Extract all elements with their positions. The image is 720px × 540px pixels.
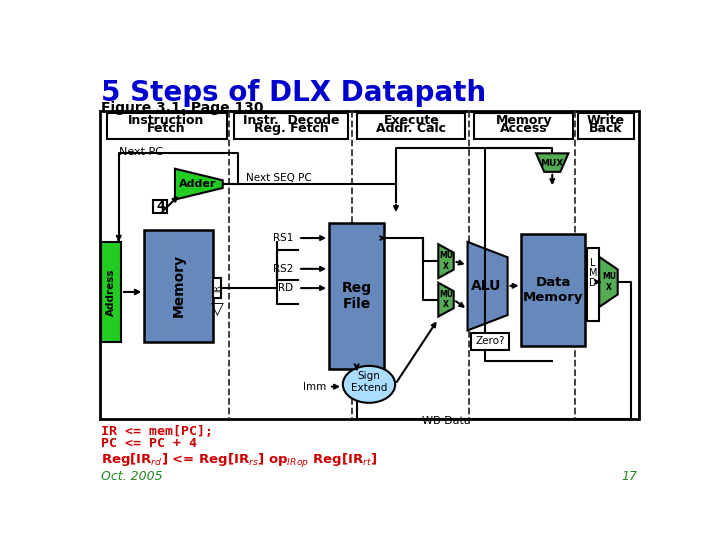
Text: L: L (590, 258, 596, 268)
Text: M: M (589, 268, 598, 278)
Text: Access: Access (500, 122, 548, 135)
Bar (578, 113, 634, 139)
Text: ▽: ▽ (211, 301, 224, 319)
Polygon shape (438, 244, 454, 278)
Text: MU
X: MU X (602, 272, 616, 292)
Bar (234, 113, 348, 139)
Text: Instr.  Decode: Instr. Decode (243, 114, 340, 127)
Bar (521, 234, 585, 346)
Bar (329, 222, 384, 369)
Text: Reg[IR$_{rd}$] <= Reg[IR$_{rs}$] op$_{IRop}$ Reg[IR$_{rt}$]: Reg[IR$_{rd}$] <= Reg[IR$_{rs}$] op$_{IR… (101, 452, 377, 470)
Text: Oct. 2005: Oct. 2005 (101, 470, 163, 483)
Bar (153, 200, 167, 213)
Text: IR: IR (213, 284, 222, 292)
Text: Reg
File: Reg File (341, 281, 372, 311)
Text: Figure 3.1, Page 130: Figure 3.1, Page 130 (101, 101, 264, 115)
Bar (474, 113, 573, 139)
Text: Memory: Memory (495, 114, 552, 127)
Polygon shape (536, 153, 568, 172)
Text: Addr. Calc: Addr. Calc (377, 122, 446, 135)
Polygon shape (175, 168, 222, 200)
Text: RS2: RS2 (273, 264, 294, 274)
Text: RD: RD (279, 283, 294, 293)
Text: Execute: Execute (384, 114, 439, 127)
Text: Sign
Extend: Sign Extend (351, 371, 387, 393)
Text: Adder: Adder (179, 179, 216, 189)
Text: Back: Back (590, 122, 623, 135)
Text: WB Data: WB Data (422, 416, 470, 426)
Text: D: D (589, 278, 597, 288)
Ellipse shape (343, 366, 395, 403)
Bar (357, 113, 465, 139)
Text: Address: Address (106, 268, 116, 316)
Bar (144, 231, 213, 342)
Bar (99, 111, 639, 419)
Bar (107, 113, 227, 139)
Text: Write: Write (587, 114, 625, 127)
Text: MUX: MUX (541, 159, 564, 168)
Text: Instruction: Instruction (128, 114, 204, 127)
Text: 5 Steps of DLX Datapath: 5 Steps of DLX Datapath (101, 79, 486, 107)
Text: Next PC: Next PC (119, 147, 163, 157)
Text: Next SEQ PC: Next SEQ PC (246, 173, 312, 183)
Text: RS1: RS1 (273, 233, 294, 243)
Text: IR <= mem[PC];: IR <= mem[PC]; (101, 425, 213, 438)
Bar (213, 278, 221, 298)
Text: MU
X: MU X (439, 290, 453, 309)
Text: Imm: Imm (303, 382, 327, 392)
Text: Memory: Memory (172, 254, 186, 318)
Polygon shape (467, 242, 508, 330)
Text: Data
Memory: Data Memory (523, 275, 583, 303)
Text: Zero?: Zero? (475, 336, 505, 346)
Bar (587, 248, 599, 321)
Text: ALU: ALU (471, 279, 501, 293)
Text: 17: 17 (621, 470, 637, 483)
Text: PC <= PC + 4: PC <= PC + 4 (101, 437, 197, 450)
Text: Fetch: Fetch (147, 122, 186, 135)
Bar (471, 333, 509, 350)
Text: MU
X: MU X (439, 252, 453, 271)
Text: 4: 4 (156, 200, 165, 213)
Bar (101, 242, 121, 342)
Polygon shape (438, 283, 454, 316)
Polygon shape (599, 257, 618, 307)
Text: Reg. Fetch: Reg. Fetch (254, 122, 328, 135)
